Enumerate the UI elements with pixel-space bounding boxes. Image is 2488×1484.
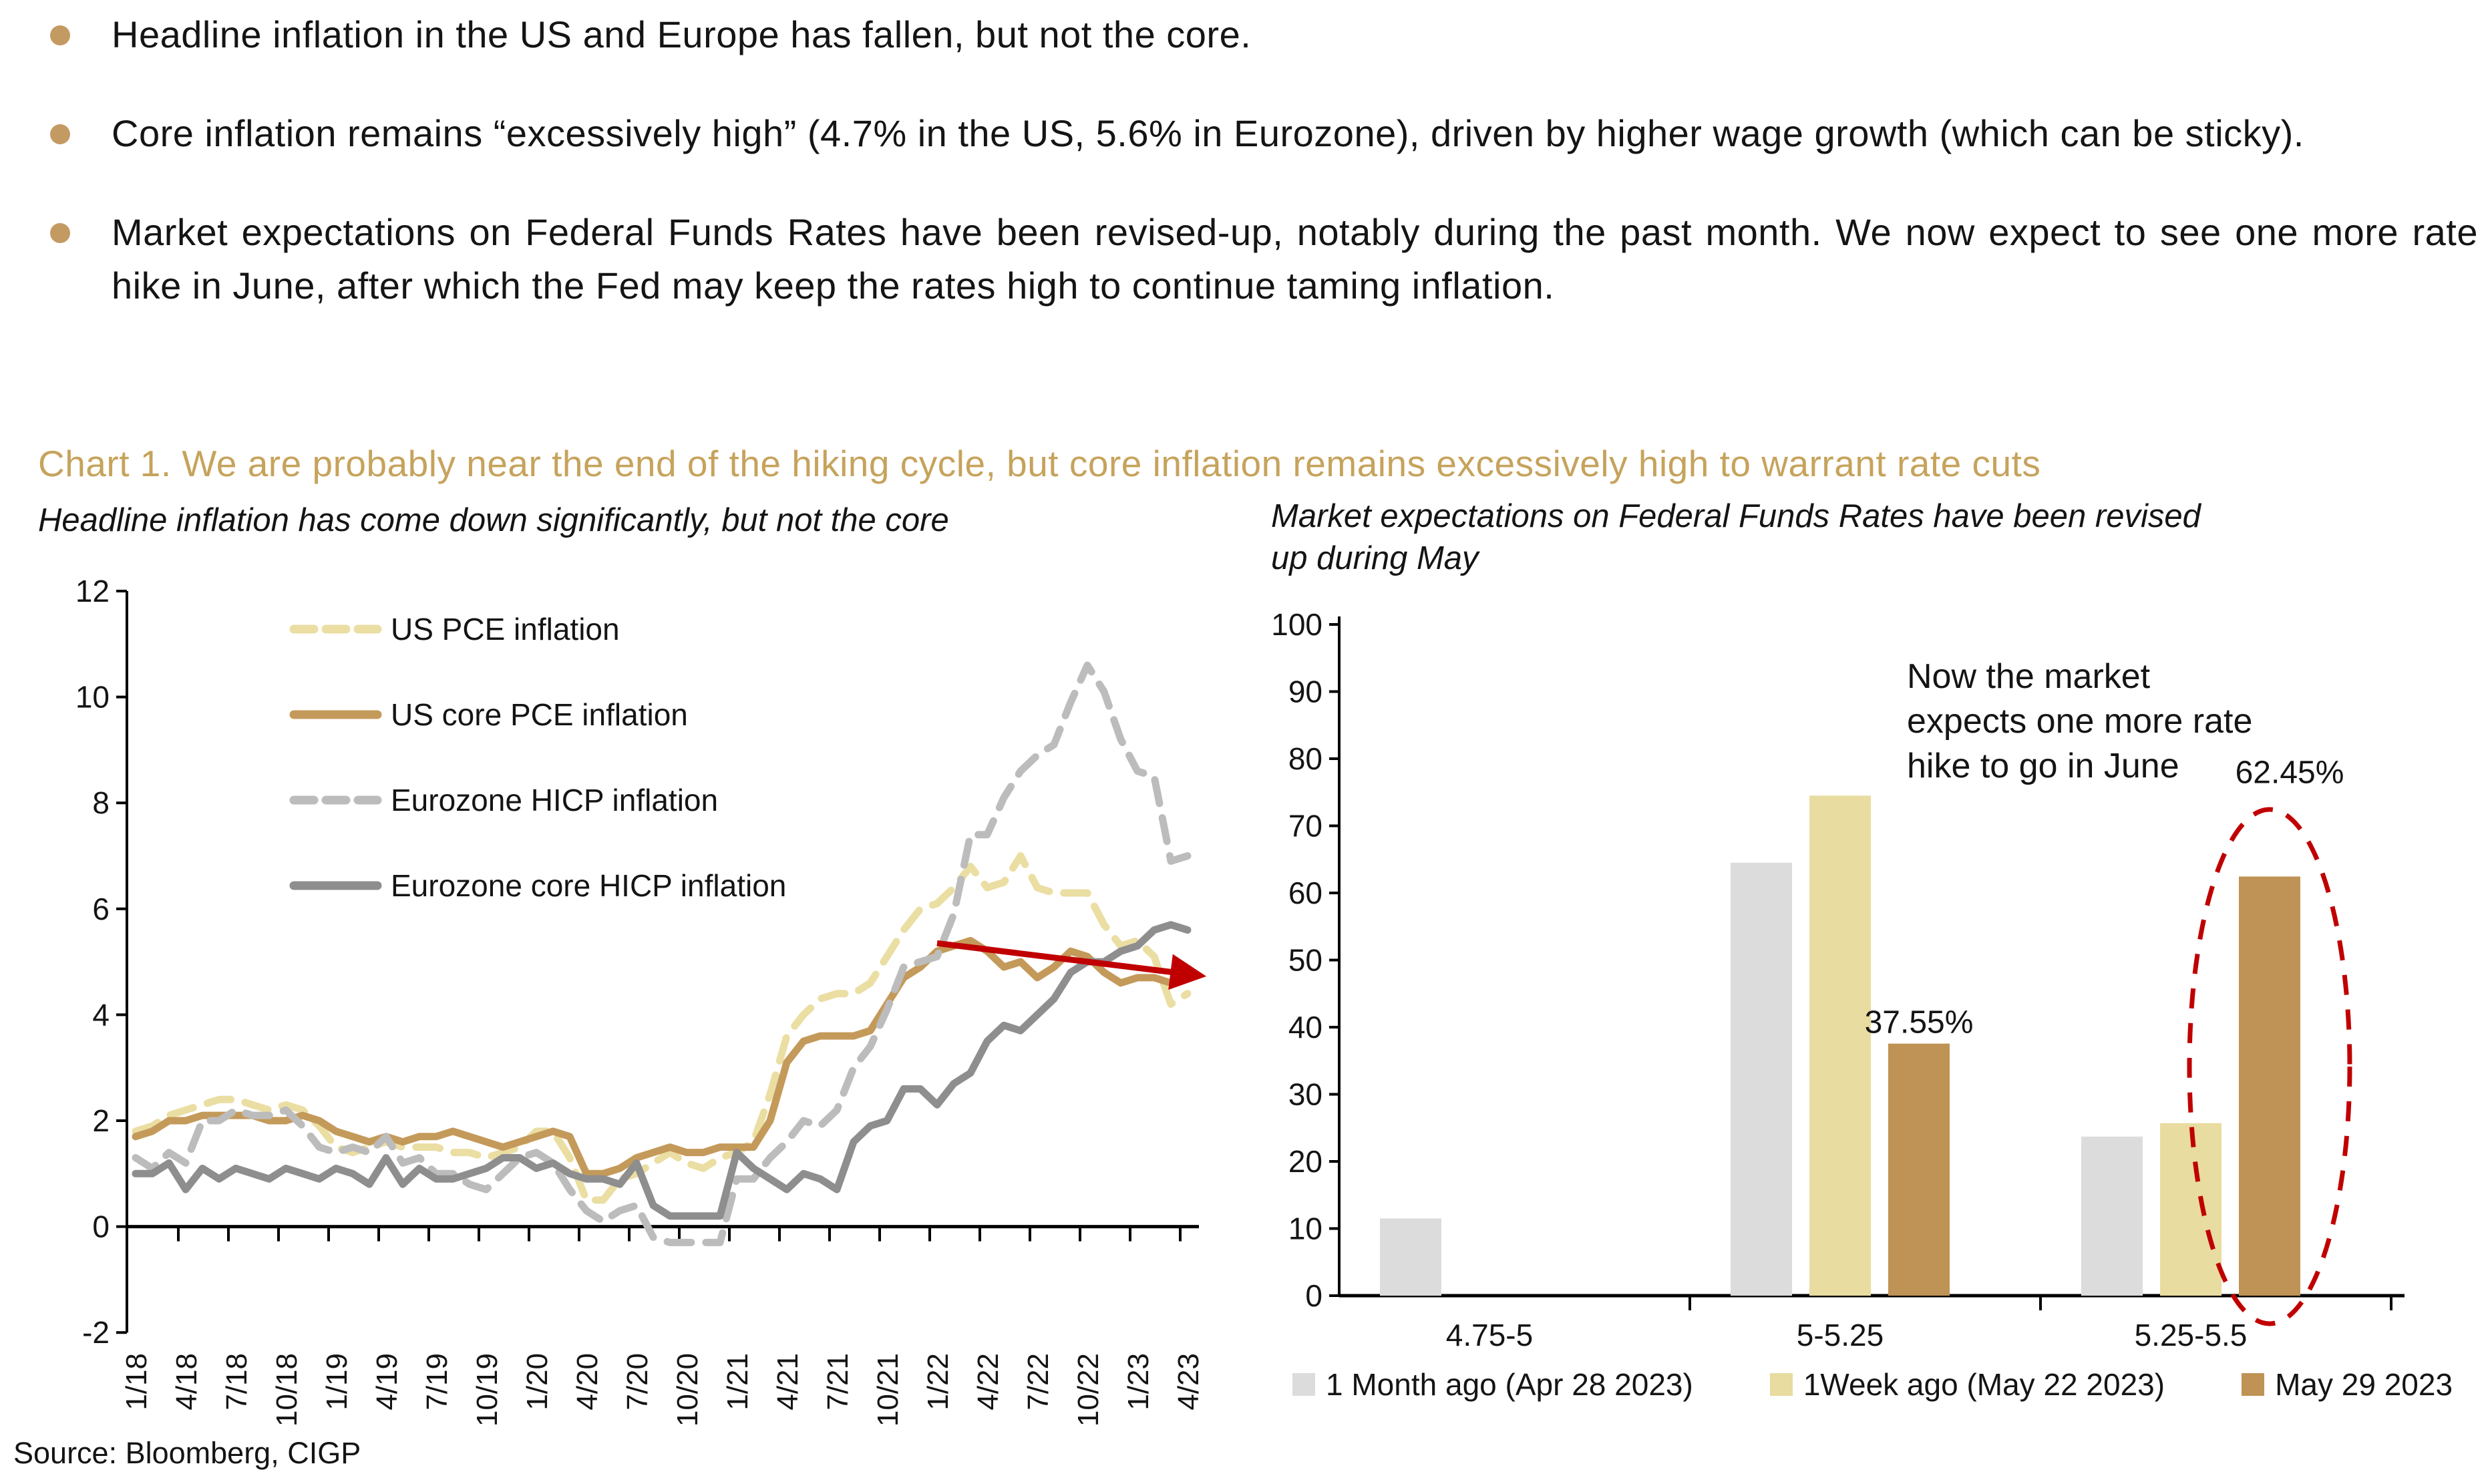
bar-1-1: [1809, 795, 1871, 1296]
line-chart-subtitle: Headline inflation has come down signifi…: [38, 502, 949, 538]
x-tick-label: 1/21: [721, 1353, 754, 1411]
bullet-item: Headline inflation in the US and Europe …: [50, 8, 2478, 61]
series-line-3: [132, 921, 1192, 1220]
source-note: Source: Bloomberg, CIGP: [13, 1436, 361, 1470]
chart-section-title: Chart 1. We are probably near the end of…: [38, 443, 2041, 484]
x-tick-label: 4/23: [1172, 1353, 1205, 1411]
x-tick-label: 7/19: [421, 1353, 454, 1411]
x-tick-label: 10/21: [872, 1353, 904, 1427]
y-tick-label: 100: [1271, 607, 1322, 642]
annotation-text: Now the market expects one more rate hike …: [1907, 657, 2252, 785]
highlight-ellipse: [2187, 807, 2352, 1326]
legend-swatch: [1292, 1373, 1315, 1396]
y-tick-label: 2: [92, 1103, 110, 1138]
x-tick-label: 7/21: [822, 1353, 854, 1411]
series-line-0: [132, 852, 1192, 1204]
x-tick-label: 7/18: [220, 1353, 253, 1411]
y-tick-label: 12: [75, 574, 110, 608]
y-tick-label: 40: [1288, 1010, 1322, 1045]
bar-0-0: [1380, 1218, 1441, 1296]
bullet-list: Headline inflation in the US and Europe …: [50, 8, 2478, 358]
x-tick-label: 1/20: [521, 1353, 554, 1411]
bar-2-2: [2239, 876, 2300, 1296]
bar-value-label: 37.55%: [1865, 1005, 1974, 1041]
legend-label: US core PCE inflation: [391, 697, 688, 732]
bullet-item: Core inflation remains “excessively high…: [50, 107, 2478, 160]
x-tick-label: 10/20: [671, 1353, 704, 1427]
legend-item: 1Week ago (May 22 2023): [1769, 1366, 2165, 1403]
legend-label: Eurozone core HICP inflation: [391, 868, 786, 903]
bar-0-1: [1731, 862, 1792, 1296]
series-line-2: [132, 661, 1192, 1246]
legend-swatch: [2242, 1373, 2265, 1396]
y-tick-label: 90: [1288, 675, 1322, 709]
x-tick-label: 4/19: [371, 1353, 403, 1411]
x-tick-label: 10/22: [1072, 1353, 1105, 1427]
y-tick-label: 80: [1288, 741, 1322, 776]
legend-label: 1 Month ago (Apr 28 2023): [1326, 1367, 1693, 1402]
bullet-item: Market expectations on Federal Funds Rat…: [50, 206, 2478, 313]
x-tick-label: 1/23: [1122, 1353, 1155, 1411]
y-tick-label: 8: [92, 785, 110, 820]
y-tick-label: 70: [1288, 809, 1322, 844]
bar-chart-subtitle: Market expectations on Federal Funds Rat…: [1271, 498, 2201, 576]
legend-item: May 29 2023: [2242, 1366, 2453, 1403]
trend-arrow: [936, 940, 1207, 990]
legend-item: 1 Month ago (Apr 28 2023): [1292, 1366, 1693, 1403]
category-label: 5.25-5.5: [2135, 1318, 2248, 1352]
x-tick-label: 1/22: [922, 1353, 954, 1411]
y-tick-label: 0: [1305, 1278, 1322, 1313]
bullet-text: Core inflation remains “excessively high…: [112, 112, 2304, 154]
bar-value-label: 62.45%: [2236, 755, 2344, 790]
x-tick-label: 1/18: [120, 1353, 153, 1411]
bullet-dot: [50, 223, 70, 243]
x-tick-label: 7/20: [621, 1353, 654, 1411]
bar-0-2: [2081, 1136, 2143, 1296]
category-label: 5-5.25: [1797, 1318, 1884, 1352]
y-tick-label: 6: [92, 892, 110, 926]
x-tick-label: 10/18: [271, 1353, 303, 1427]
legend-label: US PCE inflation: [391, 612, 620, 646]
bar-2-1: [1888, 1043, 1950, 1296]
y-tick-label: 10: [1288, 1212, 1322, 1246]
category-label: 4.75-5: [1446, 1318, 1533, 1352]
x-tick-label: 7/22: [1022, 1353, 1055, 1411]
legend-label: 1Week ago (May 22 2023): [1803, 1367, 2165, 1402]
bullet-dot: [50, 124, 70, 144]
bullet-text: Headline inflation in the US and Europe …: [112, 13, 1252, 55]
x-tick-label: 1/19: [321, 1353, 353, 1411]
y-tick-label: 10: [75, 680, 110, 715]
bullet-dot: [50, 25, 70, 45]
x-tick-label: 4/21: [771, 1353, 804, 1411]
y-tick-label: 20: [1288, 1144, 1322, 1179]
fed-funds-bar-chart: 0 10 20 30 40 50 60 70 80 90 100 4.75-5 5-5.25 5.25-5…: [1271, 607, 2405, 1352]
y-tick-label: 0: [92, 1210, 110, 1244]
bar-chart-legend: 1 Month ago (Apr 28 2023) 1Week ago (May …: [1292, 1366, 2488, 1403]
legend-label: Eurozone HICP inflation: [391, 783, 718, 817]
y-tick-label: 50: [1288, 943, 1322, 978]
y-tick-label: -2: [82, 1315, 110, 1350]
x-tick-label: 4/22: [972, 1353, 1005, 1411]
x-tick-label: 4/18: [170, 1353, 203, 1411]
bar-1-2: [2160, 1123, 2222, 1296]
legend-swatch: [1769, 1373, 1793, 1396]
bullet-text: Market expectations on Federal Funds Rat…: [112, 211, 2478, 307]
inflation-line-chart: 12 10 8 6 4 2 0 -2 1/18 4/18 7/18 10/18 1/19 4/19 7/19…: [75, 574, 1207, 1427]
y-tick-label: 4: [92, 997, 110, 1032]
x-tick-label: 4/20: [571, 1353, 604, 1411]
y-tick-label: 30: [1288, 1077, 1322, 1112]
y-tick-label: 60: [1288, 876, 1322, 910]
legend-label: May 29 2023: [2275, 1367, 2453, 1402]
series-line-1: [132, 936, 1192, 1177]
x-tick-label: 10/19: [471, 1353, 504, 1427]
